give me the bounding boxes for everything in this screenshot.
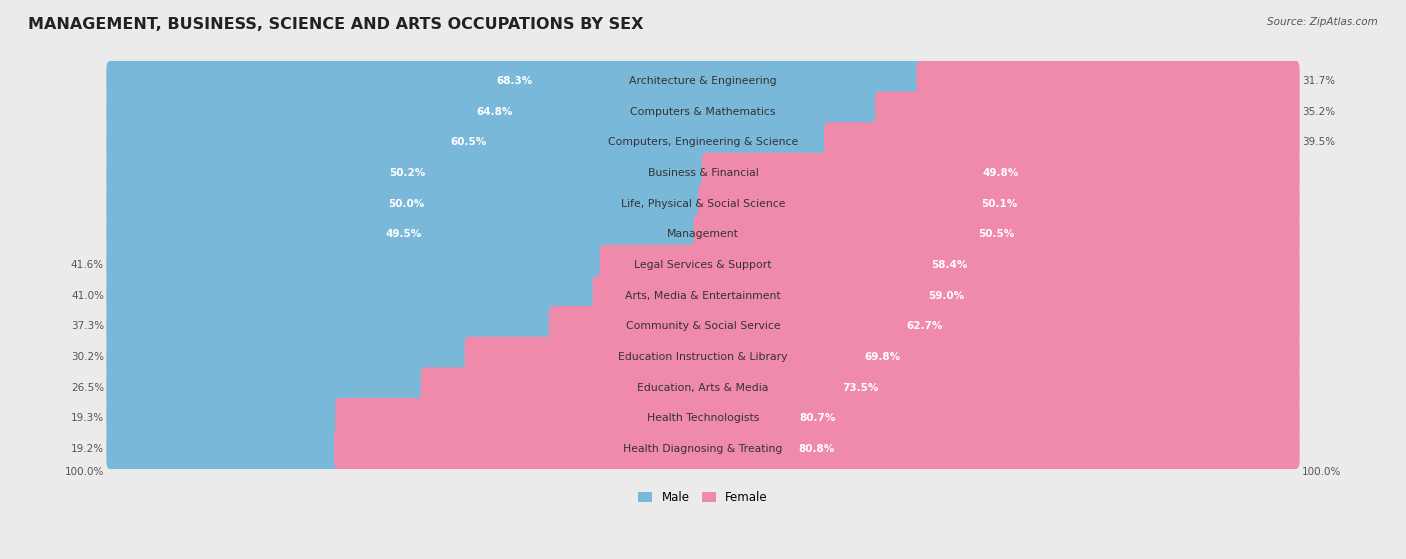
Text: 31.7%: 31.7% xyxy=(1302,76,1336,86)
Text: 30.2%: 30.2% xyxy=(70,352,104,362)
FancyBboxPatch shape xyxy=(600,245,1299,285)
Legend: Male, Female: Male, Female xyxy=(634,486,772,509)
Text: 19.2%: 19.2% xyxy=(70,444,104,454)
Text: 100.0%: 100.0% xyxy=(1302,467,1341,477)
Text: 50.1%: 50.1% xyxy=(981,198,1017,209)
FancyBboxPatch shape xyxy=(548,306,1299,347)
FancyBboxPatch shape xyxy=(107,429,342,469)
Text: Life, Physical & Social Science: Life, Physical & Social Science xyxy=(621,198,785,209)
Text: Management: Management xyxy=(666,229,740,239)
FancyBboxPatch shape xyxy=(702,153,1299,193)
Text: 41.6%: 41.6% xyxy=(70,260,104,270)
Text: 80.7%: 80.7% xyxy=(799,413,835,423)
FancyBboxPatch shape xyxy=(335,398,1299,438)
FancyBboxPatch shape xyxy=(875,92,1299,132)
FancyBboxPatch shape xyxy=(107,122,831,163)
FancyBboxPatch shape xyxy=(107,92,882,132)
FancyBboxPatch shape xyxy=(107,306,1299,347)
Text: 59.0%: 59.0% xyxy=(928,291,965,301)
FancyBboxPatch shape xyxy=(107,398,1299,438)
FancyBboxPatch shape xyxy=(107,367,1299,408)
FancyBboxPatch shape xyxy=(107,183,1299,224)
Text: 39.5%: 39.5% xyxy=(1302,138,1336,148)
FancyBboxPatch shape xyxy=(917,61,1299,101)
Text: 37.3%: 37.3% xyxy=(70,321,104,331)
FancyBboxPatch shape xyxy=(107,61,924,101)
Text: Computers & Mathematics: Computers & Mathematics xyxy=(630,107,776,117)
Text: 50.5%: 50.5% xyxy=(979,229,1015,239)
FancyBboxPatch shape xyxy=(107,214,1299,254)
Text: Health Technologists: Health Technologists xyxy=(647,413,759,423)
FancyBboxPatch shape xyxy=(420,367,1299,408)
Text: 41.0%: 41.0% xyxy=(70,291,104,301)
FancyBboxPatch shape xyxy=(107,337,1299,377)
Text: Education, Arts & Media: Education, Arts & Media xyxy=(637,382,769,392)
Text: 73.5%: 73.5% xyxy=(842,382,879,392)
Text: 64.8%: 64.8% xyxy=(477,107,512,117)
Text: 49.5%: 49.5% xyxy=(385,229,422,239)
FancyBboxPatch shape xyxy=(107,122,1299,163)
FancyBboxPatch shape xyxy=(107,398,343,438)
FancyBboxPatch shape xyxy=(107,367,427,408)
Text: Architecture & Engineering: Architecture & Engineering xyxy=(630,76,776,86)
Text: 100.0%: 100.0% xyxy=(65,467,104,477)
Text: Source: ZipAtlas.com: Source: ZipAtlas.com xyxy=(1267,17,1378,27)
FancyBboxPatch shape xyxy=(107,276,600,316)
FancyBboxPatch shape xyxy=(693,214,1299,254)
FancyBboxPatch shape xyxy=(107,245,607,285)
FancyBboxPatch shape xyxy=(107,306,555,347)
Text: 35.2%: 35.2% xyxy=(1302,107,1336,117)
FancyBboxPatch shape xyxy=(107,276,1299,316)
Text: 49.8%: 49.8% xyxy=(983,168,1019,178)
Text: 62.7%: 62.7% xyxy=(905,321,942,331)
FancyBboxPatch shape xyxy=(593,276,1299,316)
FancyBboxPatch shape xyxy=(107,214,700,254)
Text: 69.8%: 69.8% xyxy=(865,352,900,362)
Text: 80.8%: 80.8% xyxy=(799,444,835,454)
FancyBboxPatch shape xyxy=(107,183,707,224)
Text: 50.2%: 50.2% xyxy=(389,168,426,178)
Text: 58.4%: 58.4% xyxy=(932,260,967,270)
Text: Education Instruction & Library: Education Instruction & Library xyxy=(619,352,787,362)
Text: MANAGEMENT, BUSINESS, SCIENCE AND ARTS OCCUPATIONS BY SEX: MANAGEMENT, BUSINESS, SCIENCE AND ARTS O… xyxy=(28,17,644,32)
FancyBboxPatch shape xyxy=(107,337,471,377)
FancyBboxPatch shape xyxy=(107,153,709,193)
Text: Health Diagnosing & Treating: Health Diagnosing & Treating xyxy=(623,444,783,454)
FancyBboxPatch shape xyxy=(107,153,1299,193)
FancyBboxPatch shape xyxy=(107,92,1299,132)
Text: Business & Financial: Business & Financial xyxy=(648,168,758,178)
FancyBboxPatch shape xyxy=(335,429,1299,469)
FancyBboxPatch shape xyxy=(107,245,1299,285)
Text: 60.5%: 60.5% xyxy=(450,138,486,148)
Text: Computers, Engineering & Science: Computers, Engineering & Science xyxy=(607,138,799,148)
Text: Legal Services & Support: Legal Services & Support xyxy=(634,260,772,270)
FancyBboxPatch shape xyxy=(107,61,1299,101)
Text: 68.3%: 68.3% xyxy=(496,76,533,86)
FancyBboxPatch shape xyxy=(699,183,1299,224)
Text: 50.0%: 50.0% xyxy=(388,198,425,209)
FancyBboxPatch shape xyxy=(824,122,1299,163)
Text: 26.5%: 26.5% xyxy=(70,382,104,392)
Text: 19.3%: 19.3% xyxy=(70,413,104,423)
FancyBboxPatch shape xyxy=(464,337,1299,377)
Text: Community & Social Service: Community & Social Service xyxy=(626,321,780,331)
Text: Arts, Media & Entertainment: Arts, Media & Entertainment xyxy=(626,291,780,301)
FancyBboxPatch shape xyxy=(107,429,1299,469)
